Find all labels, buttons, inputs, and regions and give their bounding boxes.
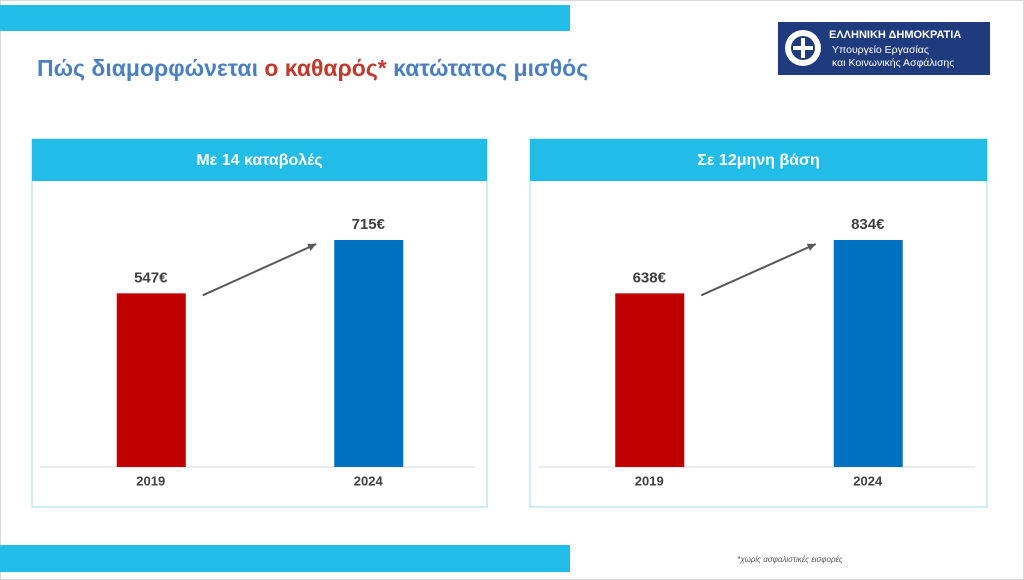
logo-text: ΕΛΛΗΝΙΚΗ ΔΗΜΟΚΡΑΤΙΑ: [829, 29, 961, 41]
slide-title: Πώς διαμορφώνεται ο καθαρός* κατώτατος μ…: [37, 55, 588, 81]
trend-arrow: [202, 243, 317, 297]
chart-header: [32, 139, 487, 181]
chart-title: Σε 12μηνη βάση: [697, 152, 819, 169]
title-part: κατώτατος μισθός: [387, 55, 588, 81]
top-band: [0, 5, 570, 31]
value-label: 547€: [134, 269, 168, 286]
value-label: 715€: [352, 216, 386, 233]
value-label: 834€: [851, 216, 885, 233]
bar: [615, 293, 685, 467]
bar: [833, 240, 903, 467]
chart-panel: [529, 138, 988, 508]
chart-title: Με 14 καταβολές: [196, 152, 322, 169]
arrow-head: [806, 243, 816, 251]
x-tick-label: 2024: [354, 473, 384, 488]
chart-panel: [31, 138, 488, 508]
arrow-head: [307, 243, 317, 251]
footnote: *χωρίς ασφαλιστικές εισφορές: [737, 555, 843, 564]
emblem-cross: [793, 46, 813, 50]
x-tick-label: 2024: [853, 473, 883, 488]
value-label: 638€: [633, 269, 667, 286]
title-part: ο καθαρός*: [264, 55, 386, 81]
chart-header: [530, 139, 987, 181]
x-tick-label: 2019: [635, 473, 664, 488]
trend-arrow: [700, 243, 817, 297]
x-tick-label: 2019: [136, 473, 165, 488]
logo: ΕΛΛΗΝΙΚΗ ΔΗΜΟΚΡΑΤΙΑ Υπουργείο Εργασίας κ…: [778, 22, 990, 75]
title-part: Πώς διαμορφώνεται: [37, 55, 264, 81]
bar: [116, 293, 186, 467]
logo-text: και Κοινωνικής Ασφάλισης: [832, 57, 954, 69]
logo-text: Υπουργείο Εργασίας: [832, 44, 929, 56]
bar: [334, 240, 404, 467]
bottom-band: [0, 545, 570, 572]
